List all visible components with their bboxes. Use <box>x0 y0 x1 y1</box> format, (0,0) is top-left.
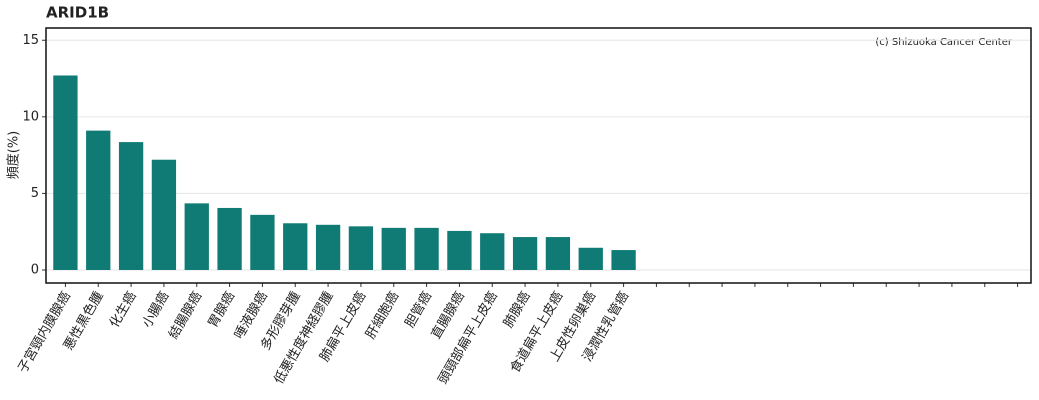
x-tick-label: 肺腺癌 <box>500 289 533 331</box>
x-tick-label: 子宮頸内膜腺癌 <box>15 289 74 376</box>
bar <box>348 226 374 270</box>
bar <box>250 214 275 270</box>
y-tick-label: 0 <box>31 262 39 277</box>
x-tick-label: 小腸癌 <box>139 289 172 331</box>
y-tick-label: 10 <box>22 109 39 124</box>
bar <box>578 247 603 270</box>
annotation: (c) Shizuoka Cancer Center <box>875 37 1013 48</box>
y-tick-label: 5 <box>31 186 39 201</box>
y-axis-label: 頻度(%) <box>6 131 22 180</box>
chart-title: ARID1B <box>46 4 109 22</box>
bar <box>315 224 341 270</box>
x-tick-label: 化生癌 <box>106 289 139 331</box>
bar <box>184 203 209 270</box>
bar <box>118 142 144 270</box>
bar <box>53 75 78 270</box>
x-tick-label: 頭頸部扁平上皮癌 <box>435 289 501 387</box>
x-tick-label: 胆管癌 <box>402 289 435 331</box>
bar <box>381 227 406 270</box>
bar <box>611 250 636 270</box>
bar <box>512 237 538 270</box>
bar <box>151 159 177 270</box>
bar <box>217 207 242 270</box>
bar <box>86 130 111 270</box>
bar <box>283 223 308 270</box>
plot-frame <box>45 27 1032 284</box>
bar <box>447 230 472 270</box>
bar <box>414 227 439 270</box>
x-tick-label: 低悪性度神経膠腫 <box>271 289 337 387</box>
bar <box>545 237 571 270</box>
x-tick-label: 胃腺癌 <box>205 289 238 331</box>
y-tick-label: 15 <box>22 33 39 48</box>
bar <box>480 233 505 270</box>
